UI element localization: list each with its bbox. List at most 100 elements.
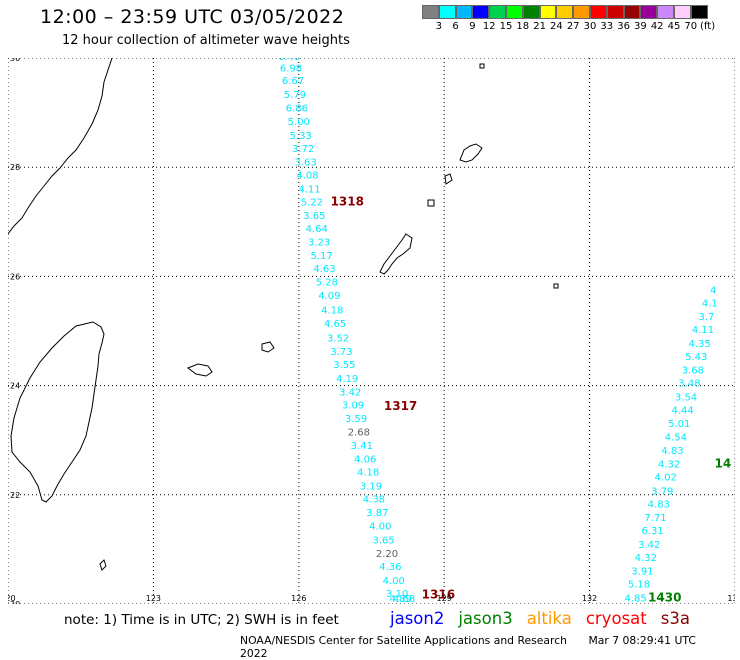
swh-value-label: 6.67 <box>282 76 304 87</box>
pass-time-label: 1316 <box>422 588 455 602</box>
y-tick-label: 20 <box>10 600 20 604</box>
swh-value-label: 4.64 <box>306 224 328 235</box>
pass-time-label: 1318 <box>331 194 364 208</box>
wave-height-map: 6.406.986.67 5.79 6.86 5.00 5.33 3.72 3.63 4.08… <box>8 58 735 604</box>
track-1316: 3.87 4.00 3.65 2.20 4.36 4.00 3.104.894.68 1316 <box>366 508 455 604</box>
swh-value-label: 4.08 <box>296 171 318 182</box>
china-coastline <box>8 58 113 235</box>
mission-s3a: s3a <box>660 609 690 628</box>
swh-value-label: 4.83 <box>648 499 670 510</box>
swh-value-label: 4.36 <box>379 562 401 573</box>
swh-value-label: 4.18 <box>357 468 379 479</box>
yaeyama-coastline <box>186 363 213 377</box>
page-subtitle: 12 hour collection of altimeter wave hei… <box>62 33 350 48</box>
legend-swatch <box>640 5 658 19</box>
x-tick-label: 123 <box>146 594 161 603</box>
swh-value-label: 3.09 <box>342 401 364 412</box>
x-tick-label: 120 <box>8 594 16 603</box>
swh-value-label: 4.68 <box>393 594 415 604</box>
pass-time-label: 14 <box>715 457 732 471</box>
swh-value-label: 4.1 <box>702 298 718 309</box>
swh-value-label: 3.73 <box>330 347 352 358</box>
swh-value-label: 4.00 <box>369 522 391 533</box>
legend-label: 15 <box>499 21 513 32</box>
swh-value-label: 3.41 <box>351 441 373 452</box>
legend-swatch <box>438 5 456 19</box>
swh-value-label: 6.40 <box>278 58 300 63</box>
x-tick-label: 135 <box>727 594 735 603</box>
mission-cryosat: cryosat <box>585 609 647 628</box>
credit-text: NOAA/NESDIS Center for Satellite Applica… <box>240 634 567 647</box>
swh-value-label: 5.00 <box>288 117 310 128</box>
swh-value-label: 6.31 <box>641 526 663 537</box>
mission-altika: altika <box>526 609 572 628</box>
swh-value-label: 4.65 <box>324 319 346 330</box>
x-tick-label: 129 <box>437 594 452 603</box>
legend-label: 33 <box>600 21 614 32</box>
mission-jason2: jason2 <box>390 609 445 628</box>
swh-value-label: 4.85 <box>625 593 647 604</box>
swh-value-label: 3.87 <box>366 508 388 519</box>
legend-label: 45 <box>667 21 681 32</box>
legend-swatch <box>673 5 691 19</box>
track-1430: 4.85 5.18 3.91 4.32 3.42 6.31 7.71 4.83 3.79 4.02… <box>625 285 718 604</box>
swh-value-label: 2.68 <box>348 427 370 438</box>
swh-value-label: 4.38 <box>363 494 385 505</box>
swh-value-label: 5.79 <box>284 90 306 101</box>
y-tick-label: 30 <box>10 58 20 63</box>
swh-value-label: 4.09 <box>318 291 340 302</box>
legend-label: 6 <box>452 21 459 32</box>
swh-value-label: 3.65 <box>372 535 394 546</box>
taiwan-coastline <box>10 321 105 503</box>
legend-label: 70 <box>684 21 698 32</box>
y-tick-label: 24 <box>10 382 20 391</box>
swh-value-label: 5.43 <box>685 352 707 363</box>
swh-value-label: 3.68 <box>682 366 704 377</box>
y-tick-label: 26 <box>10 272 20 281</box>
map-background <box>8 58 735 604</box>
y-tick-label: 22 <box>10 491 20 500</box>
mission-legend: jason2 jason3 altika cryosat s3a <box>390 609 690 628</box>
swh-value-label: 3.54 <box>675 392 697 403</box>
swh-value-label: 3.91 <box>631 567 653 578</box>
mission-jason3: jason3 <box>458 609 513 628</box>
swh-value-label: 5.01 <box>668 419 690 430</box>
legend-swatch <box>606 5 624 19</box>
swh-value-label: 4.44 <box>672 405 694 416</box>
swh-value-label: 3.52 <box>327 333 349 344</box>
swh-value-label: 4.32 <box>635 553 657 564</box>
amami-coastline <box>459 143 483 163</box>
swh-value-label: 4.06 <box>354 455 376 466</box>
swh-value-label: 4.89 <box>389 594 411 604</box>
swh-value-label: 3.48 <box>678 379 700 390</box>
footer-credit: NOAA/NESDIS Center for Satellite Applica… <box>240 634 740 660</box>
legend-label: 30 <box>583 21 597 32</box>
legend-label: 9 <box>469 21 476 32</box>
swh-value-label: 2.20 <box>376 549 398 560</box>
swh-value-label: 3.55 <box>333 360 355 371</box>
swh-value-label: 4.32 <box>658 460 680 471</box>
swh-value-label: 4.35 <box>688 339 710 350</box>
legend-label: 27 <box>566 21 580 32</box>
swh-value-label: 3.42 <box>339 387 361 398</box>
legend-label: 24 <box>550 21 563 32</box>
small-island-3 <box>479 63 485 69</box>
swh-value-label: 3.19 <box>360 481 382 492</box>
track-1318: 6.406.986.67 5.79 6.86 5.00 5.33 3.72 3.63 4.08… <box>278 58 364 302</box>
swh-value-label: 4.18 <box>321 306 343 317</box>
swh-value-label: 5.22 <box>301 197 323 208</box>
small-island-5 <box>99 559 107 571</box>
swh-value-label: 5.17 <box>310 251 332 262</box>
legend-swatch <box>422 5 439 19</box>
legend-swatch <box>455 5 473 19</box>
swh-value-label: 3.63 <box>294 158 316 169</box>
swh-value-label: 3.72 <box>292 144 314 155</box>
swh-value-label: 4.11 <box>298 184 320 195</box>
legend-swatch <box>489 5 506 19</box>
swh-value-label: 5.33 <box>290 131 312 142</box>
swh-value-label: 4.00 <box>383 576 405 587</box>
legend-swatch <box>556 5 574 19</box>
swh-value-label: 4.19 <box>336 374 358 385</box>
legend-label: 3 <box>435 21 442 32</box>
pass-time-label: 1430 <box>648 590 681 604</box>
